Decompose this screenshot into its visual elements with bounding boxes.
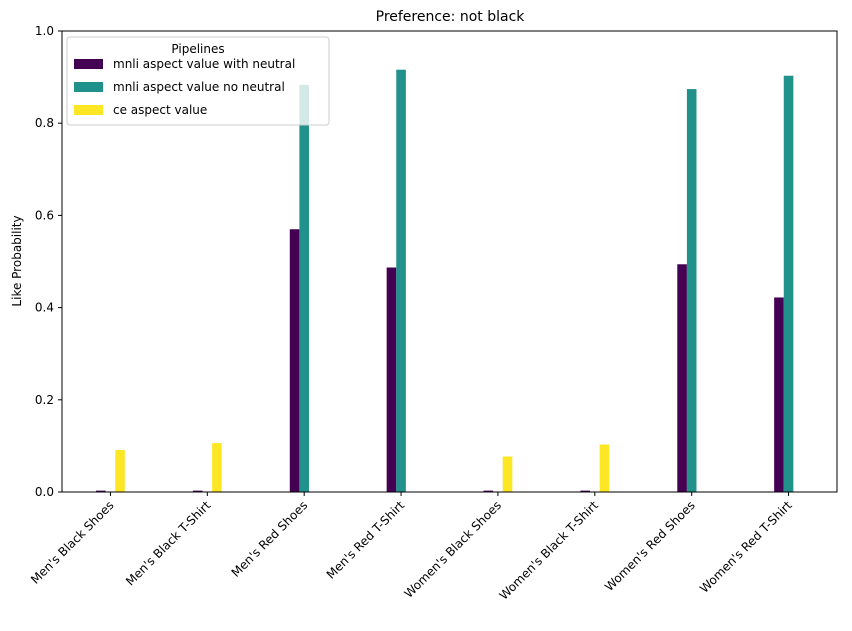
bar (502, 456, 513, 492)
x-tick-label: Women's Red T-Shirt (697, 498, 795, 596)
y-axis-title: Like Probability (10, 215, 24, 306)
legend-swatch (74, 105, 103, 115)
y-tick-label: 0.4 (35, 301, 54, 315)
bar (289, 229, 300, 493)
legend-title: Pipelines (171, 42, 224, 56)
legend-swatch (74, 59, 103, 69)
x-axis: Men's Black Shoes Men's Black T-Shirt Men'… (28, 492, 795, 603)
bars-layer (96, 69, 794, 493)
bar (192, 490, 203, 492)
bar (783, 75, 794, 492)
y-tick-label: 0.0 (35, 485, 54, 499)
bar (386, 267, 397, 492)
y-tick-label: 0.6 (35, 208, 54, 222)
y-tick-label: 1.0 (35, 24, 54, 38)
y-axis: 0.0 0.2 0.4 0.6 0.8 1.0 (35, 24, 62, 499)
x-tick-label: Men's Black T-Shirt (123, 498, 214, 589)
x-tick-label: Men's Red Shoes (229, 498, 311, 580)
bar (599, 444, 610, 492)
bar (686, 89, 697, 492)
bar (299, 84, 309, 492)
bar (483, 490, 494, 492)
legend-label: mnli aspect value no neutral (113, 80, 285, 94)
bar (115, 450, 125, 492)
y-tick-label: 0.8 (35, 116, 54, 130)
legend-label: mnli aspect value with neutral (113, 57, 295, 71)
bar (96, 490, 106, 492)
bar (212, 443, 222, 492)
x-tick-label: Women's Red Shoes (602, 498, 698, 594)
bar (677, 264, 687, 492)
x-tick-label: Women's Black Shoes (402, 498, 505, 601)
x-tick-label: Women's Black T-Shirt (497, 498, 602, 603)
legend: Pipelines mnli aspect value with neutral… (66, 36, 330, 126)
legend-label: ce aspect value (113, 103, 207, 117)
legend-box (66, 36, 330, 126)
bar (396, 69, 406, 492)
x-tick-label: Men's Black Shoes (28, 498, 117, 587)
chart-title: Preference: not black (376, 9, 526, 25)
x-tick-label: Men's Red T-Shirt (324, 498, 408, 582)
bar (580, 490, 591, 492)
bar (774, 297, 784, 492)
y-tick-label: 0.2 (35, 393, 54, 407)
legend-swatch (74, 82, 103, 92)
plot-frame (61, 30, 838, 493)
